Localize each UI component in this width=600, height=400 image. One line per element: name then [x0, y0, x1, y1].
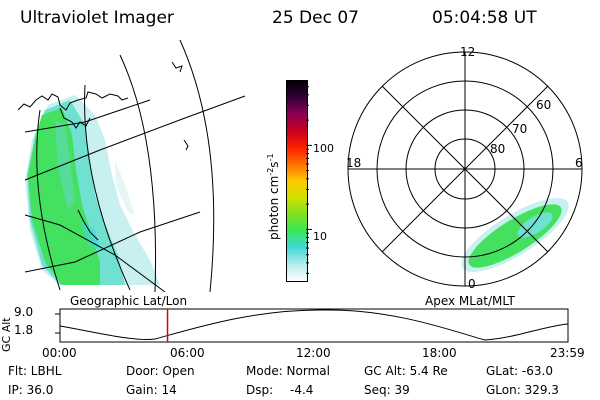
- dsp-info-value: -4.4: [290, 383, 314, 397]
- alt-xtick-1800: 18:00: [422, 346, 457, 360]
- gc-alt-info: GC Alt: 5.4 Re: [364, 364, 448, 378]
- altitude-plot: [55, 308, 569, 343]
- colorbar-tick-100: 100: [313, 142, 334, 155]
- alt-ytick-max: 9.0: [14, 305, 34, 319]
- lat-label-70: 70: [512, 122, 528, 136]
- polar-plot: [347, 51, 583, 287]
- ip-info: IP: 36.0: [8, 383, 54, 397]
- door-info: Door: Open: [126, 364, 195, 378]
- mlt-label-12: 12: [460, 45, 476, 59]
- colorbar-unit-label: photon cm-2s-1: [266, 153, 281, 240]
- lat-label-80: 80: [490, 142, 506, 156]
- geographic-label: Geographic Lat/Lon: [70, 294, 188, 308]
- mode-info: Mode: Normal: [246, 364, 330, 378]
- coastline: [17, 61, 189, 241]
- observation-time: 05:04:58 UT: [432, 8, 537, 28]
- observation-date: 25 Dec 07: [272, 8, 359, 28]
- colorbar: [286, 80, 308, 282]
- mlt-label-6: 6: [575, 156, 583, 170]
- altitude-curve: [59, 309, 569, 341]
- glat-info: GLat: -63.0: [486, 364, 553, 378]
- alt-xtick-2359: 23:59: [550, 346, 585, 360]
- alt-xtick-0600: 06:00: [170, 346, 205, 360]
- mlt-label-0: 0: [468, 277, 476, 291]
- lat-label-60: 60: [536, 98, 552, 112]
- mlt-label-18: 18: [346, 156, 362, 170]
- seq-info: Seq: 39: [364, 383, 410, 397]
- alt-xtick-1200: 12:00: [296, 346, 331, 360]
- alt-axis-label: GC Alt: [0, 317, 13, 352]
- instrument-title: Ultraviolet Imager: [20, 8, 174, 28]
- colorbar-tick-10: 10: [313, 230, 327, 243]
- dsp-info-label: Dsp:: [246, 383, 274, 397]
- geographic-map: [17, 40, 246, 292]
- alt-xtick-0000: 00:00: [42, 346, 77, 360]
- filter-info: Flt: LBHL: [8, 364, 62, 378]
- glon-info: GLon: 329.3: [486, 383, 559, 397]
- alt-ytick-min: 1.8: [14, 323, 34, 337]
- apex-label: Apex MLat/MLT: [425, 294, 515, 308]
- gain-info: Gain: 14: [126, 383, 177, 397]
- colorbar-scale: [306, 86, 312, 274]
- aurora-emission-geo: [25, 95, 160, 285]
